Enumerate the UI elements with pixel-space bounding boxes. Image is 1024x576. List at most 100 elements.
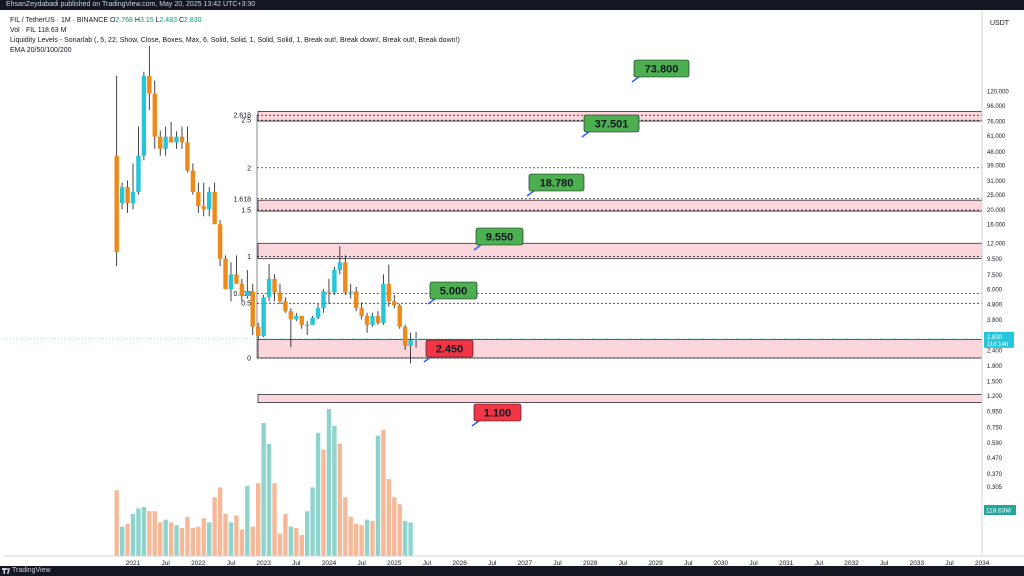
candle-body: [147, 76, 152, 94]
price-tick-label: 20.000: [987, 208, 1006, 214]
target-callout[interactable]: 37.501: [581, 114, 640, 138]
volume-bar: [277, 533, 283, 556]
candle-body: [168, 136, 174, 143]
target-box: [475, 227, 524, 246]
liquidity-zone: [257, 394, 983, 403]
candle-body: [185, 142, 190, 171]
target-value: 73.800: [645, 64, 679, 76]
time-tick-label: 2030: [714, 560, 729, 567]
price-tick-label: 2.400: [987, 348, 1003, 354]
volume-legend[interactable]: Vol · FIL 118.63 M: [10, 27, 67, 34]
volume-bar: [190, 528, 196, 556]
price-tick-label: 16.000: [987, 223, 1006, 229]
volume-bar: [326, 409, 332, 556]
price-tick-label: 4.800: [987, 302, 1003, 308]
time-tick-label: 2027: [518, 560, 533, 567]
target-callout[interactable]: 2.450: [423, 339, 474, 363]
indicator-legend[interactable]: Liquidity Levels - Sonarlab (, 5, 22, Sh…: [10, 37, 460, 44]
volume-bar: [359, 525, 364, 556]
time-tick-label: Jul: [357, 560, 366, 567]
candle-body: [310, 317, 315, 325]
price-axis: USDT 120.000 96.000 76.000 61.000 48.000 39.00…: [981, 10, 1016, 556]
volume-bar: [343, 497, 348, 556]
volume-bar: [386, 479, 392, 556]
candle-body: [326, 291, 332, 293]
candle-body: [321, 291, 326, 309]
volume-bar: [261, 423, 266, 556]
price-tick-label: 0.370: [987, 472, 1003, 478]
candle-body: [239, 283, 245, 297]
symbol-name[interactable]: FIL / TetherUS · 1M · BINANCE: [10, 17, 109, 24]
price-tick-label: 96.000: [987, 104, 1006, 110]
candle-body: [217, 224, 223, 259]
target-callout[interactable]: 18.780: [526, 173, 585, 197]
liquidity-zone: [257, 199, 983, 212]
target-callout[interactable]: 5.000: [427, 281, 478, 305]
symbol-legend: FIL / TetherUS · 1M · BINANCE O2.768 H3.…: [10, 16, 202, 25]
target-labels: 73.800 37.501 18.780 9.550 5.000 2.450 1.100: [423, 59, 690, 427]
price-tick-label: 1.200: [987, 394, 1003, 400]
volume-bar: [114, 490, 119, 556]
target-callout[interactable]: 73.800: [631, 59, 690, 83]
volume-bar: [196, 526, 201, 556]
volume-bar: [163, 519, 168, 556]
candle-body: [413, 338, 419, 341]
candle-body: [343, 262, 348, 293]
price-tick-label: 9.500: [987, 257, 1003, 263]
volume-bar: [250, 526, 255, 556]
volume-bar: [310, 487, 315, 556]
volume-bar: [397, 504, 402, 556]
volume-bar: [408, 522, 413, 556]
volume-bar: [185, 516, 190, 556]
candle-body: [348, 291, 353, 293]
candle-body: [223, 258, 228, 290]
fib-level-label: 2.5: [241, 118, 251, 125]
candle-body: [332, 270, 337, 293]
volume-bar: [348, 516, 353, 556]
candle-body: [114, 155, 119, 253]
price-tick-label: 0.470: [987, 456, 1003, 462]
candle-body: [228, 274, 234, 290]
candle-body: [130, 192, 136, 204]
price-tick-label: 1.500: [987, 379, 1003, 385]
low-value: 2.483: [159, 17, 177, 24]
target-value: 37.501: [595, 119, 629, 131]
candle-body: [359, 308, 364, 316]
volume-bar: [168, 522, 174, 556]
fib-level-label: 0: [247, 356, 251, 363]
time-tick-label: 2025: [387, 560, 402, 567]
time-tick-label: 2033: [910, 560, 925, 567]
candle-body: [364, 315, 370, 325]
volume-bar: [288, 526, 294, 556]
target-value: 2.450: [436, 344, 464, 356]
candle-body: [158, 136, 163, 149]
volume-bar: [136, 508, 141, 556]
close-label: C: [178, 17, 185, 24]
time-tick-label: 2029: [648, 560, 663, 567]
volume-bar: [147, 511, 152, 556]
time-tick-label: Jul: [945, 560, 954, 567]
target-box: [583, 114, 640, 133]
candle-body: [294, 315, 299, 320]
target-value: 1.100: [484, 408, 512, 420]
volume-bar: [245, 486, 250, 556]
candle-body: [245, 291, 250, 297]
volume-bar: [266, 444, 272, 556]
fib-level-label: 2.618: [233, 113, 251, 120]
low-label: L: [155, 17, 160, 24]
target-callout[interactable]: 1.100: [471, 403, 522, 427]
target-callout[interactable]: 9.550: [473, 227, 524, 251]
candle-body: [152, 93, 157, 137]
volume-bar: [158, 522, 163, 556]
volume-bar: [234, 515, 239, 556]
candle-body: [304, 324, 310, 326]
volume-bar: [239, 529, 245, 556]
candle-body: [370, 315, 375, 325]
time-tick-label: Jul: [553, 560, 562, 567]
ema-legend[interactable]: EMA 20/50/100/200: [10, 47, 72, 54]
candle-body: [234, 274, 239, 284]
candle-body: [174, 136, 179, 143]
